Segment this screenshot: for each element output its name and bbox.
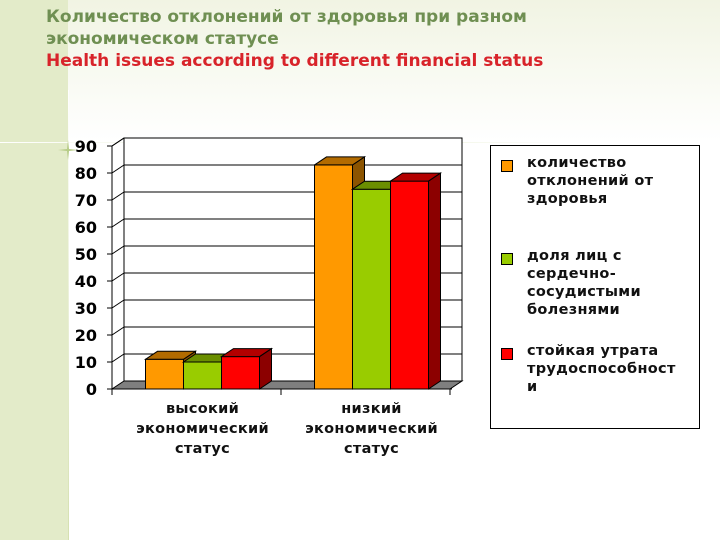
title-russian-line-1: Количество отклонений от здоровья при ра… [46, 7, 527, 27]
decorative-vertical-line [68, 90, 69, 540]
bar-side [428, 172, 441, 390]
bar [145, 358, 184, 390]
bar [314, 164, 353, 390]
gridline-side [111, 299, 125, 309]
legend-label-line: стойкая утрата [527, 343, 659, 359]
y-tick-label: 30 [75, 299, 97, 318]
decorative-cross-icon [58, 140, 78, 160]
legend-label-line: количество [527, 155, 627, 171]
title-russian-line-2: экономическом статусе [46, 29, 279, 49]
x-category-label: высокий [166, 401, 239, 417]
legend-swatch [501, 348, 513, 360]
y-tick-label: 40 [75, 272, 97, 291]
x-category-label: экономический [136, 421, 269, 437]
legend-label: стойкая утрата трудоспособност и [527, 342, 695, 396]
legend-label: доля лиц с сердечно-сосудистыми болезнями [527, 247, 695, 319]
bar-top [143, 350, 198, 360]
y-tick-label: 50 [75, 245, 97, 264]
legend-label-line: и [527, 379, 538, 395]
x-category-label: статус [175, 441, 230, 457]
x-category-label: экономический [305, 421, 438, 437]
y-tick-label: 10 [75, 353, 97, 372]
gridline-side [111, 353, 125, 363]
chart-legend: количество отклонений от здоровья доля лиц … [490, 145, 700, 429]
legend-label-line: сердечно- [527, 266, 617, 282]
bar-top [388, 172, 443, 182]
y-tick-label: 90 [75, 137, 97, 156]
legend-label-line: отклонений от [527, 173, 654, 189]
y-tick-label: 60 [75, 218, 97, 237]
gridline-side [111, 137, 125, 147]
legend-swatch [501, 253, 513, 265]
y-tick-label: 20 [75, 326, 97, 345]
title-english: Health issues according to different fin… [46, 51, 544, 71]
gridline-side [111, 218, 125, 228]
bar [390, 180, 429, 390]
y-tick-label: 0 [86, 380, 97, 399]
bar [183, 361, 222, 390]
legend-label-line: доля лиц с [527, 248, 622, 264]
bar-top [312, 156, 367, 166]
x-category-label: статус [344, 441, 399, 457]
legend-swatch [501, 160, 513, 172]
slide-title: Количество отклонений от здоровья при ра… [46, 6, 543, 72]
gridline-side [111, 191, 125, 201]
y-tick-label: 80 [75, 164, 97, 183]
bar-top [219, 348, 274, 358]
bar [221, 356, 260, 390]
gridline-side [111, 164, 125, 174]
x-category-label: низкий [341, 401, 402, 417]
legend-label-line: сосудистыми [527, 284, 641, 300]
background-left-band [0, 0, 68, 540]
gridline-side [111, 326, 125, 336]
legend-label-line: болезнями [527, 302, 621, 318]
background-top-band [68, 0, 720, 142]
legend-label-line: здоровья [527, 191, 608, 207]
gridline-side [111, 245, 125, 255]
gridline-side [111, 272, 125, 282]
y-tick-label: 70 [75, 191, 97, 210]
legend-label: количество отклонений от здоровья [527, 154, 695, 208]
legend-label-line: трудоспособност [527, 361, 676, 377]
bar [352, 188, 391, 390]
